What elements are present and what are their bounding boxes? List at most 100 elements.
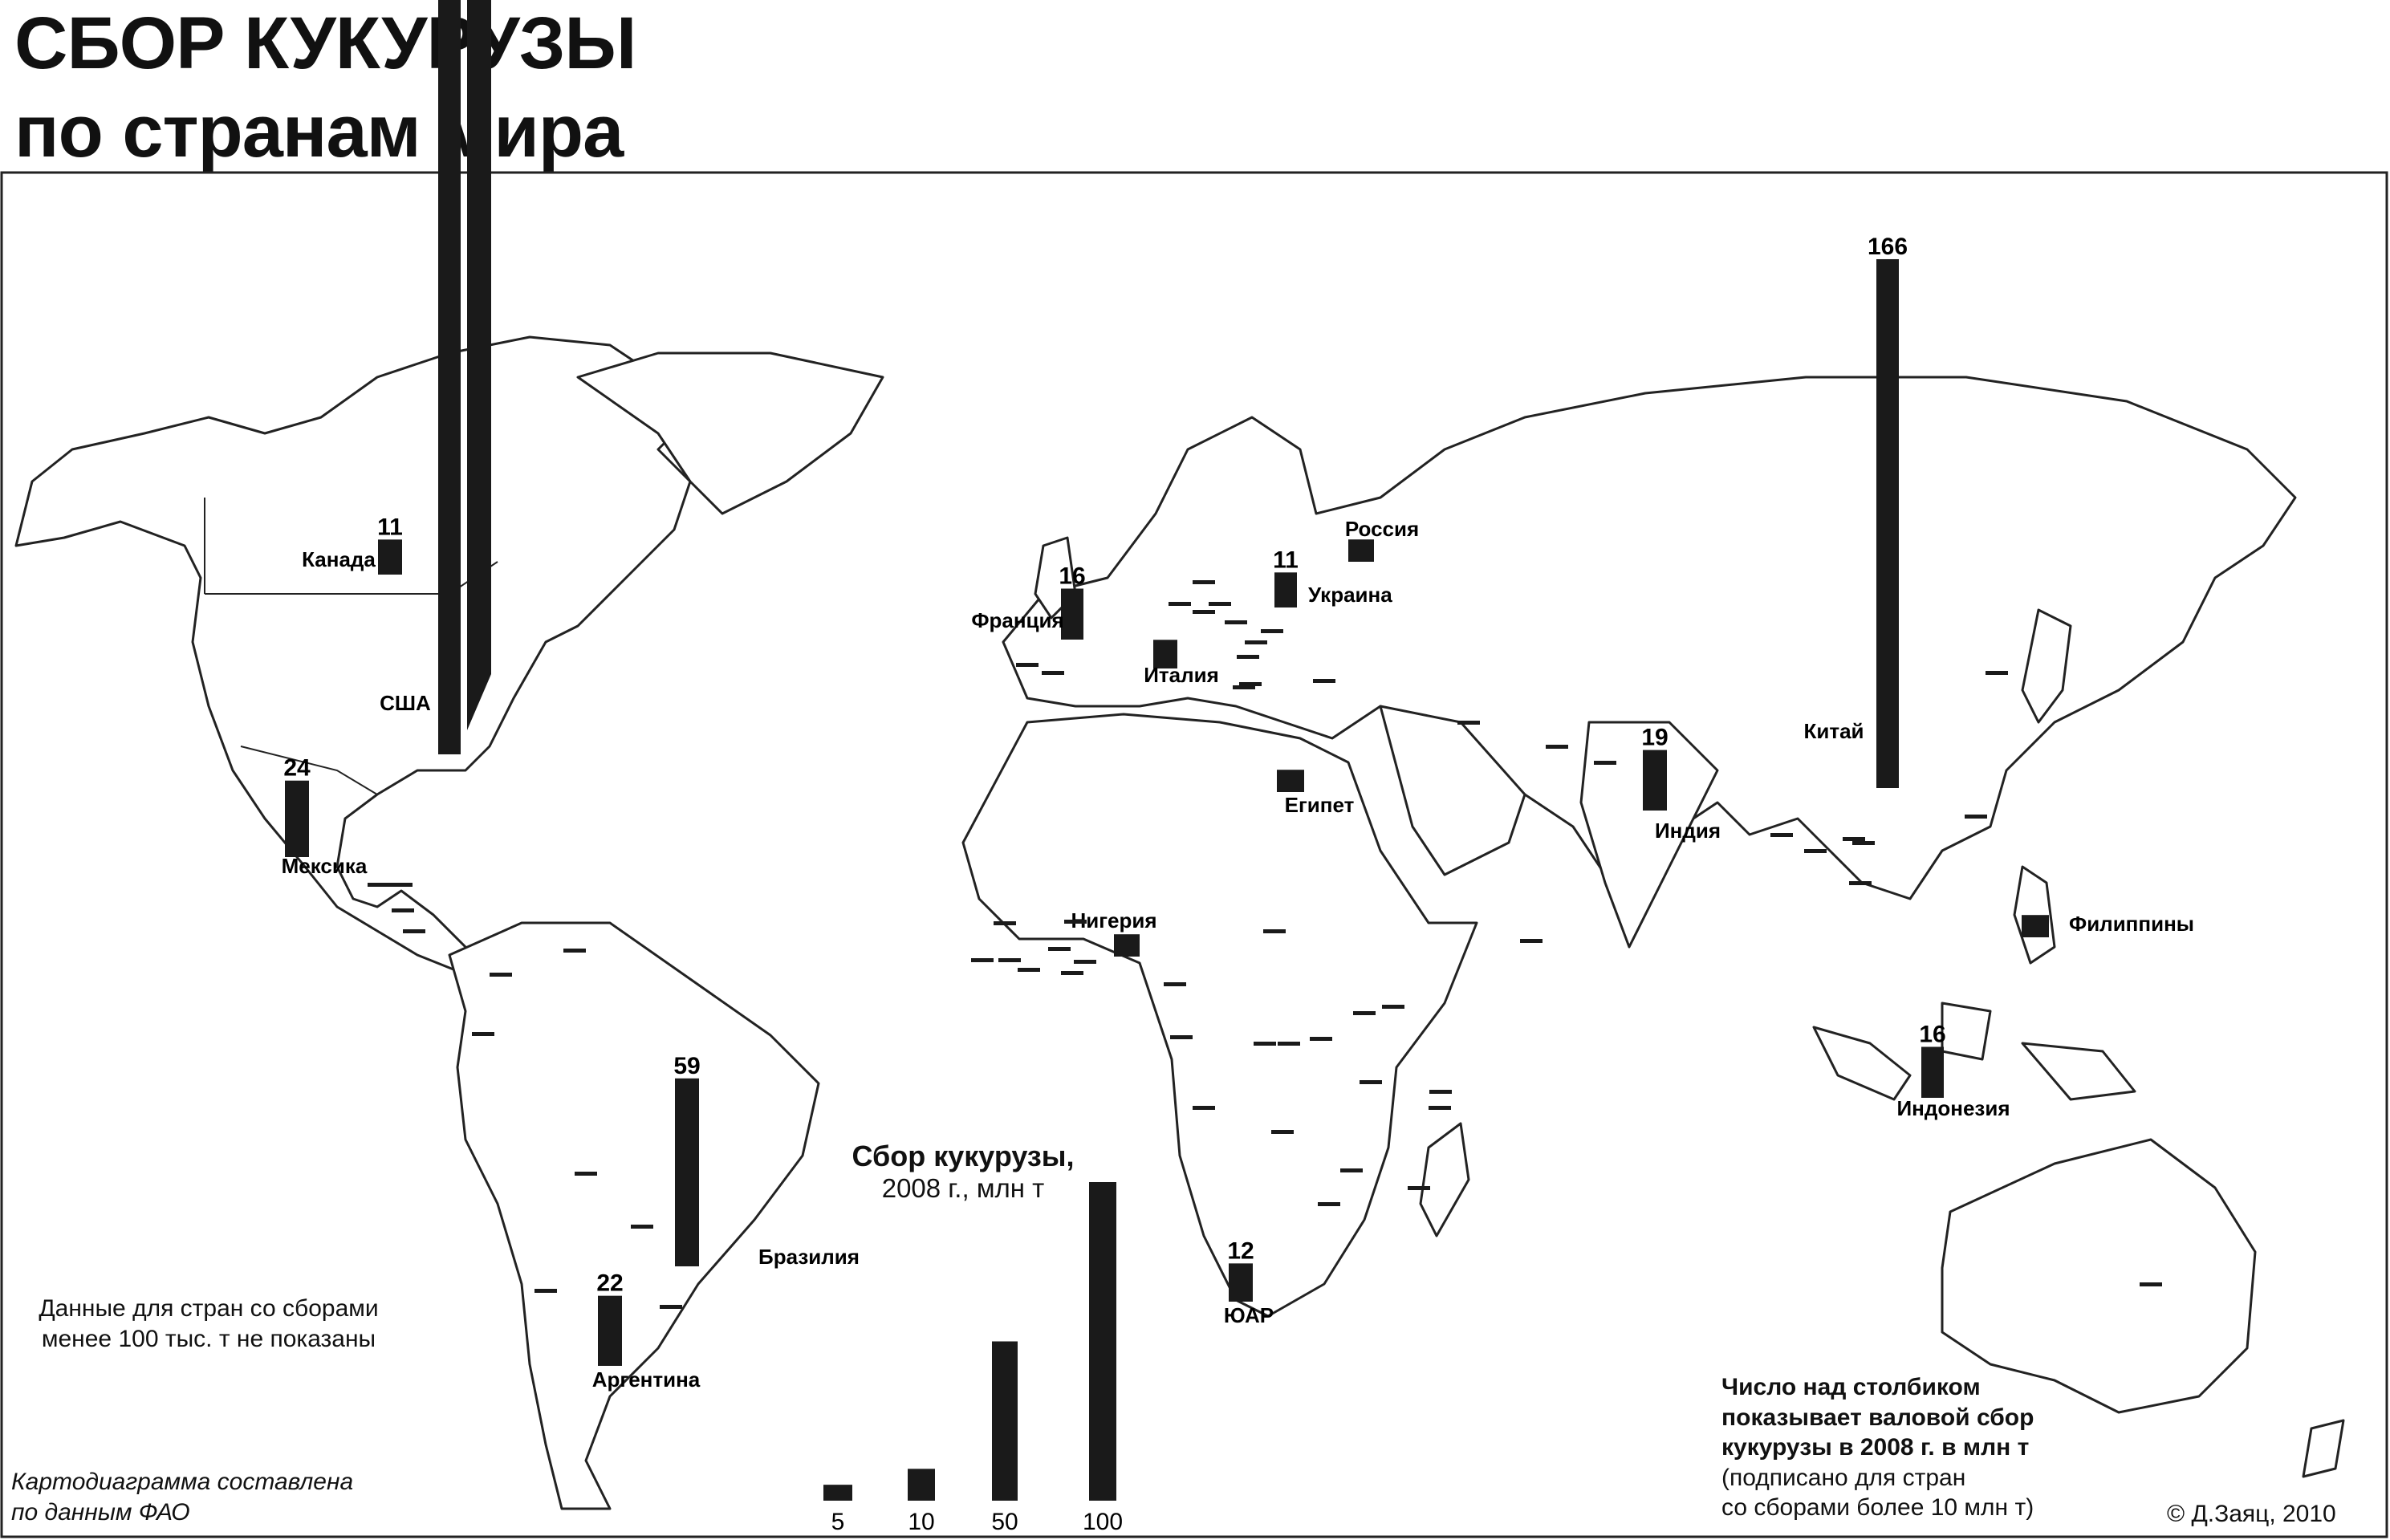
small-producer-mark-35 xyxy=(1382,1005,1404,1009)
country-name-country-6: Франция xyxy=(971,608,1063,632)
map-subtitle: по странам мира xyxy=(14,91,624,173)
small-producer-mark-55 xyxy=(660,1305,682,1309)
small-producer-mark-15 xyxy=(1594,761,1616,765)
legend-title-text: Сбор кукурузы, xyxy=(852,1140,1075,1172)
legend-scale-bars: 5 10 50 100 xyxy=(823,1182,1123,1535)
country-name-country-11: Италия xyxy=(1144,663,1219,687)
note-legend-explain: Число над столбиком показывает валовой с… xyxy=(1721,1372,2034,1523)
copyright-notice: © Д.Заяц, 2010 xyxy=(2167,1501,2336,1527)
small-producer-mark-24 xyxy=(1852,841,1875,845)
small-producer-mark-46 xyxy=(971,958,994,962)
note-small-line-2: менее 100 тыс. т не показаны xyxy=(41,1325,376,1352)
small-producer-mark-52 xyxy=(575,1172,597,1176)
note-source-line-2: по данным ФАО xyxy=(11,1498,190,1526)
country-name-country-12: Египет xyxy=(1285,793,1355,817)
small-producer-mark-6 xyxy=(1225,620,1247,624)
small-producer-mark-49 xyxy=(563,949,586,953)
small-producer-mark-36 xyxy=(1360,1080,1382,1084)
africa-outline xyxy=(961,713,1478,1318)
small-producer-mark-58 xyxy=(403,929,425,933)
legend-subtitle-text: 2008 г., млн т xyxy=(881,1173,1045,1203)
small-producer-mark-2 xyxy=(1193,580,1215,584)
small-producer-mark-40 xyxy=(1048,947,1071,951)
small-producer-mark-44 xyxy=(998,958,1021,962)
small-producer-mark-12 xyxy=(1233,685,1255,689)
japan-outline xyxy=(2021,608,2072,724)
small-producer-mark-42 xyxy=(1074,960,1096,964)
bar-country-9 xyxy=(378,539,402,575)
small-producer-mark-43 xyxy=(1018,968,1040,972)
bar-country-0-part2 xyxy=(467,0,491,730)
bar-country-15 xyxy=(1348,539,1374,562)
note-source: Картодиаграмма составлена по данным ФАО xyxy=(11,1467,353,1527)
small-producer-mark-23 xyxy=(1965,815,1987,819)
small-producer-mark-48 xyxy=(1170,1035,1193,1039)
world-landmasses xyxy=(14,335,2345,1510)
country-name-country-3: Мексика xyxy=(282,854,368,878)
small-producer-mark-20 xyxy=(1843,837,1865,841)
bar-country-0-part1 xyxy=(438,0,461,754)
small-producer-mark-3 xyxy=(1169,602,1191,606)
country-name-country-7: Индонезия xyxy=(1896,1096,2010,1120)
bar-country-12 xyxy=(1277,770,1304,792)
country-name-country-10: Украина xyxy=(1308,583,1392,607)
new-zealand-outline xyxy=(2302,1419,2345,1478)
small-producer-mark-13 xyxy=(1457,721,1480,725)
country-name-country-2: Бразилия xyxy=(758,1245,860,1269)
small-country-marks xyxy=(368,580,2162,1309)
country-name-country-14: Филиппины xyxy=(2069,912,2194,936)
indonesia-islands xyxy=(1812,1002,2136,1101)
greenland-outline xyxy=(576,351,884,515)
small-producer-mark-4 xyxy=(1193,610,1215,614)
small-producer-mark-45 xyxy=(994,921,1016,925)
value-label-country-4: 22 xyxy=(596,1270,623,1297)
small-producer-mark-1 xyxy=(1042,671,1064,675)
legend-bar-2 xyxy=(992,1341,1018,1501)
australia-outline xyxy=(1941,1138,2257,1414)
bar-country-10 xyxy=(1274,572,1297,607)
bar-country-4 xyxy=(598,1295,622,1366)
note-explain-line-2: показывает валовой сбор xyxy=(1721,1404,2034,1431)
value-label-country-10: 11 xyxy=(1273,547,1299,573)
bar-country-5 xyxy=(1643,750,1667,811)
note-small-countries: Данные для стран со сборами менее 100 ты… xyxy=(16,1294,401,1354)
note-source-line-1: Картодиаграмма составлена xyxy=(11,1469,354,1495)
country-name-country-8: ЮАР xyxy=(1224,1303,1274,1327)
small-producer-mark-33 xyxy=(1310,1037,1332,1041)
bar-country-3 xyxy=(285,780,309,857)
legend-bar-label-0: 5 xyxy=(831,1509,845,1535)
legend-bar-label-2: 50 xyxy=(991,1509,1018,1535)
small-producer-mark-14 xyxy=(1546,745,1568,749)
small-producer-mark-56 xyxy=(390,883,413,887)
map-frame xyxy=(0,171,2388,1538)
bar-country-14 xyxy=(2022,915,2049,937)
note-explain-line-1: Число над столбиком xyxy=(1721,1374,1981,1400)
note-small-line-1: Данные для стран со сборами xyxy=(39,1295,379,1322)
legend-bar-label-3: 100 xyxy=(1083,1509,1123,1535)
small-producer-mark-31 xyxy=(1254,1042,1276,1046)
small-producer-mark-27 xyxy=(1429,1090,1452,1094)
bar-country-7 xyxy=(1921,1046,1944,1098)
small-producer-mark-25 xyxy=(2140,1282,2162,1286)
small-producer-mark-11 xyxy=(1313,679,1335,683)
small-producer-mark-16 xyxy=(1520,939,1543,943)
legend-bar-3 xyxy=(1089,1182,1116,1501)
legend-bar-1 xyxy=(908,1469,935,1501)
small-producer-mark-10 xyxy=(1239,682,1262,686)
small-producer-mark-18 xyxy=(1770,833,1793,837)
india-outline xyxy=(1579,721,1719,949)
small-producer-mark-8 xyxy=(1261,629,1283,633)
value-label-country-8: 12 xyxy=(1227,1237,1254,1264)
country-name-country-9: Канада xyxy=(302,547,376,571)
legend-title: Сбор кукурузы, 2008 г., млн т xyxy=(835,1140,1091,1204)
bar-country-2 xyxy=(675,1078,699,1266)
legend-bar-0 xyxy=(823,1485,852,1501)
small-producer-mark-57 xyxy=(392,908,414,912)
small-producer-mark-59 xyxy=(368,883,390,887)
country-name-country-4: Аргентина xyxy=(592,1367,701,1392)
country-name-country-15: Россия xyxy=(1345,517,1419,541)
small-producer-mark-50 xyxy=(490,973,512,977)
small-producer-mark-28 xyxy=(1408,1186,1430,1190)
us-mexico-border xyxy=(240,746,378,795)
small-producer-mark-30 xyxy=(1318,1202,1340,1206)
